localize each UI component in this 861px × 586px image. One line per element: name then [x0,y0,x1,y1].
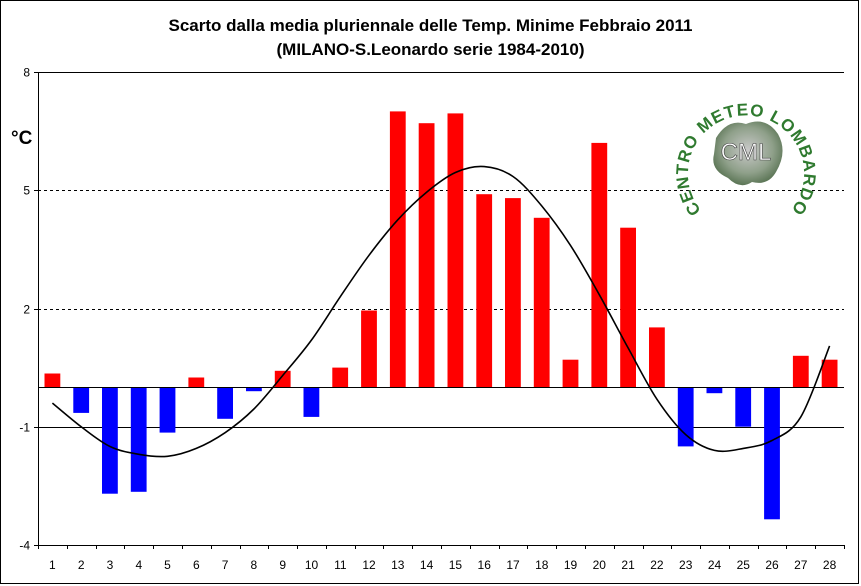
x-tick-label-2: 2 [78,558,85,572]
x-tick-label-18: 18 [535,558,549,572]
x-tick-label-8: 8 [251,558,258,572]
bar-day-15 [447,113,464,388]
chart-title-block: Scarto dalla media pluriennale delle Tem… [0,14,861,62]
bar-day-10 [303,387,320,417]
x-tick-label-22: 22 [650,558,664,572]
x-tick-label-16: 16 [478,558,492,572]
x-tick-label-17: 17 [506,558,520,572]
trend-line [51,165,831,458]
bar-day-28 [821,359,838,388]
x-tick-label-6: 6 [193,558,200,572]
x-tick-label-12: 12 [362,558,376,572]
bar-day-27 [792,355,809,388]
chart-subtitle: (MILANO-S.Leonardo serie 1984-2010) [276,40,585,59]
bar-day-6 [188,377,205,388]
bar-day-22 [649,327,665,388]
bar-day-5 [159,387,176,433]
bar-day-21 [620,227,636,388]
bar-day-26 [764,387,780,520]
bar-day-3 [102,387,118,494]
x-tick-label-25: 25 [737,558,751,572]
bar-day-7 [217,387,233,419]
y-tick-label--4: -4 [19,539,30,553]
bar-day-12 [361,310,377,388]
x-tick-label-14: 14 [420,558,434,572]
x-tick-label-19: 19 [564,558,578,572]
bar-day-20 [591,142,608,388]
bar-day-14 [418,123,435,388]
lombardy-map-icon [713,121,783,186]
bar-day-13 [389,111,406,388]
bar-day-23 [677,387,694,447]
bar-day-17 [505,198,521,388]
bar-day-19 [562,359,579,388]
x-tick-label-15: 15 [449,558,463,572]
y-tick-label--1: -1 [19,421,30,435]
x-tick-label-21: 21 [621,558,635,572]
bar-day-18 [533,217,550,388]
x-tick-label-10: 10 [305,558,319,572]
chart-title: Scarto dalla media pluriennale delle Tem… [168,16,693,35]
y-tick-label-2: 2 [23,303,30,317]
logo-center-text: CML [721,139,772,166]
x-tick-label-28: 28 [823,558,837,572]
x-tick-label-20: 20 [593,558,607,572]
y-axis-unit-label: °C [11,128,33,149]
x-tick-label-1: 1 [49,558,56,572]
cml-logo: CML CENTRO METEO LOMBARDO [676,100,816,219]
x-tick-label-13: 13 [391,558,405,572]
bar-day-9 [274,370,291,388]
x-tick-label-7: 7 [222,558,229,572]
bar-day-8 [246,387,262,392]
x-tick-label-27: 27 [794,558,808,572]
y-tick-label-5: 5 [23,184,30,198]
bar-day-16 [476,194,493,388]
x-tick-label-23: 23 [679,558,693,572]
bar-day-2 [73,387,90,413]
x-tick-label-11: 11 [334,558,347,572]
bar-day-24 [706,387,723,394]
x-tick-label-24: 24 [708,558,722,572]
bar-day-1 [44,373,61,388]
y-tick-label-8: 8 [23,66,30,80]
bar-day-4 [130,387,147,492]
bar-day-11 [332,367,349,388]
x-tick-label-5: 5 [164,558,171,572]
x-tick-label-3: 3 [107,558,114,572]
x-tick-label-26: 26 [765,558,779,572]
x-tick-label-9: 9 [279,558,286,572]
x-tick-label-4: 4 [135,558,142,572]
bar-day-25 [735,387,752,427]
